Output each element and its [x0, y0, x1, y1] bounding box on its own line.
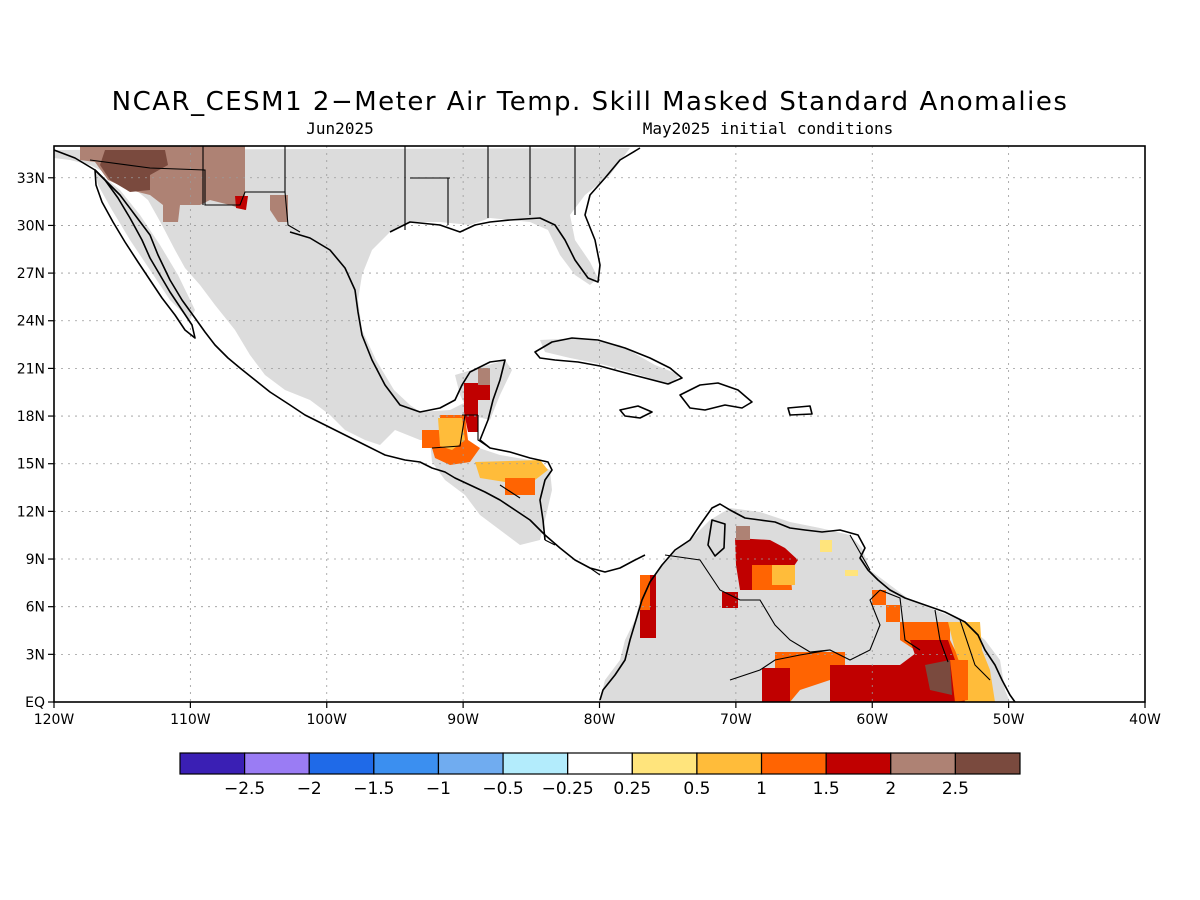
anomaly-lightyellow-trinidad: [820, 540, 858, 576]
anomaly-yellow-french-guiana: [948, 622, 995, 702]
anomaly-red-texas-border: [235, 196, 248, 210]
longitude-axis: 120W 110W 100W 90W 80W 70W 60W 50W 40W: [34, 702, 1161, 728]
colorbar-swatch: [890, 752, 956, 775]
anomaly-yellow-honduras: [475, 460, 548, 482]
no-skill-mask-regions: [54, 148, 1010, 702]
y-tick-label: 12N: [17, 504, 45, 520]
colorbar-swatch: [244, 752, 310, 775]
colorbar-label: −2: [297, 779, 322, 799]
lake-maracaibo: [707, 519, 726, 557]
colorbar-label: 0.25: [613, 779, 651, 799]
y-tick-label: 24N: [17, 314, 45, 330]
us-mexico-gray-region: [54, 148, 630, 445]
colorbar-swatch: [696, 752, 763, 775]
x-tick-label: 70W: [720, 712, 752, 728]
anomaly-red-suriname: [910, 640, 955, 665]
latitude-axis: EQ 3N 6N 9N 12N 15N 18N 21N 24N 27N 30N 33N: [17, 171, 54, 711]
colorbar-label: 2: [885, 779, 896, 799]
anomaly-orange-amazon: [775, 652, 845, 702]
colorbar-swatch: [437, 752, 504, 775]
anomaly-yellow-guatemala: [438, 418, 465, 450]
anomaly-brown-amapa: [925, 660, 952, 695]
initial-conditions-label: May2025 initial conditions: [643, 119, 893, 138]
colorbar-swatch: [179, 752, 246, 775]
colorbar-swatch: [631, 752, 698, 775]
x-tick-label: 50W: [993, 712, 1025, 728]
south-america-coastline: [599, 503, 1016, 702]
y-tick-label: 30N: [17, 218, 45, 234]
south-america-borders: [664, 534, 991, 681]
colorbar-label: −1: [426, 779, 451, 799]
y-tick-label: 33N: [17, 171, 45, 187]
anomaly-brown-texas: [270, 195, 288, 222]
colorbar-swatch: [502, 752, 569, 775]
x-tick-label: 40W: [1129, 712, 1161, 728]
anomaly-regions: [80, 146, 995, 702]
colorbar-label: −1.5: [353, 779, 394, 799]
colorbar-legend: −2.5 −2 −1.5 −1 −0.5 −0.25 0.25 0.5 1 1.5 2 2.5: [179, 752, 1021, 799]
x-tick-label: 60W: [856, 712, 888, 728]
us-mexico-border: [89, 159, 301, 233]
political-borders: [89, 146, 991, 681]
map-area: [54, 146, 1145, 702]
south-america-gray-region: [600, 508, 1010, 702]
anomaly-red-venezuela-south: [722, 592, 738, 608]
cuba-coastline: [534, 337, 683, 385]
colorbar-label: −0.25: [542, 779, 594, 799]
anomaly-yellow-venezuela: [772, 565, 795, 585]
colorbar-label: −0.5: [482, 779, 523, 799]
anomaly-red-belize: [464, 383, 490, 432]
colorbar-swatch: [567, 752, 633, 775]
y-tick-label: 21N: [17, 361, 45, 377]
y-tick-label: 18N: [17, 409, 45, 425]
us-gulf-coastline: [389, 147, 641, 283]
x-tick-label: 120W: [34, 712, 75, 728]
colorbar-swatch: [373, 752, 440, 775]
y-tick-label: 3N: [26, 647, 45, 663]
colorbar-swatch: [760, 752, 827, 775]
x-tick-label: 90W: [447, 712, 479, 728]
x-tick-label: 80W: [584, 712, 616, 728]
anomaly-orange-honduras: [505, 478, 535, 495]
colorbar-label: 1: [756, 779, 767, 799]
colorbar-swatch: [954, 752, 1021, 775]
anomaly-brown-venezuela: [736, 526, 750, 540]
y-tick-label: 9N: [26, 552, 45, 568]
puerto-rico-coastline: [787, 405, 813, 416]
anomaly-brown-belize: [478, 368, 490, 385]
jamaica-coastline: [619, 405, 653, 419]
graticule: [54, 146, 1145, 702]
gulf-coastline: [289, 231, 553, 541]
coastlines: [54, 147, 1016, 702]
colorbar-label: −2.5: [224, 779, 265, 799]
y-tick-label: 15N: [17, 457, 45, 473]
colorbar-label: 2.5: [942, 779, 969, 799]
north-america-coastline: [54, 149, 646, 573]
colorbar-label: 0.5: [683, 779, 710, 799]
x-tick-label: 110W: [170, 712, 211, 728]
anomaly-orange-french-guiana: [950, 660, 968, 702]
anomaly-darkbrown-southwest-us: [100, 150, 168, 192]
colorbar-swatch: [825, 752, 892, 775]
baja-coastline: [94, 169, 196, 339]
anomaly-orange-guyana-north: [872, 590, 900, 622]
y-tick-label: EQ: [25, 695, 45, 711]
cuba-gray-region: [540, 338, 680, 385]
y-tick-label: 6N: [26, 600, 45, 616]
central-america-borders: [431, 414, 601, 576]
forecast-month-label: Jun2025: [306, 119, 373, 138]
us-state-borders: [202, 146, 630, 230]
hispaniola-coastline: [679, 382, 753, 411]
x-tick-label: 100W: [306, 712, 347, 728]
map-title: NCAR_CESM1 2−Meter Air Temp. Skill Maske…: [112, 87, 1069, 117]
y-tick-label: 27N: [17, 266, 45, 282]
colorbar-swatch: [308, 752, 375, 775]
anomaly-red-amazon: [762, 668, 790, 702]
colorbar-label: 1.5: [813, 779, 840, 799]
